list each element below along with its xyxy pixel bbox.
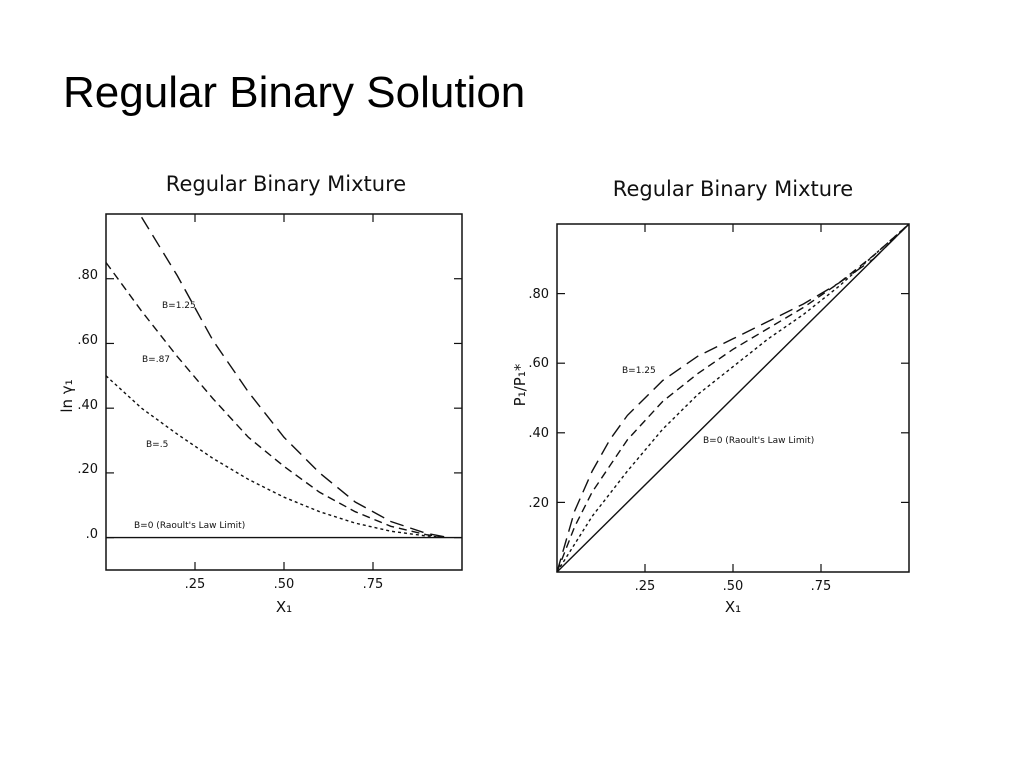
y-tick-label: .80 [77, 268, 98, 283]
y-tick-label: .80 [528, 287, 549, 302]
series-line-1 [105, 262, 445, 538]
annotation-b125: B=1.25 [162, 301, 196, 311]
y-tick-label: .40 [77, 398, 98, 413]
annotation-b0: B=0 (Raoult's Law Limit) [703, 436, 814, 446]
x-tick-label: .50 [274, 577, 295, 592]
y-axis-label: P₁/P₁* [511, 363, 529, 406]
y-tick-label: .40 [528, 426, 549, 441]
x-tick-label: .25 [185, 577, 206, 592]
y-tick-label: .0 [86, 527, 98, 542]
x-tick-label: .75 [811, 579, 832, 594]
y-tick-label: .60 [77, 333, 98, 348]
plot-area [105, 213, 463, 571]
y-axis-label: ln γ₁ [58, 379, 76, 412]
y-tick-label: .60 [528, 356, 549, 371]
axis-ticks [557, 224, 909, 572]
chart-pressure-ratio: Regular Binary Mixture .20 .40 .60 .80 .… [511, 177, 910, 616]
series-lines [556, 223, 910, 573]
chart-title: Regular Binary Mixture [166, 172, 406, 196]
y-tick-label: .20 [77, 462, 98, 477]
x-tick-label: .25 [635, 579, 656, 594]
x-tick-label: .75 [363, 577, 384, 592]
plot-frame [105, 213, 463, 571]
chart-ln-gamma: Regular Binary Mixture .0 .20 .40 .60 .8… [58, 172, 463, 616]
chart-title: Regular Binary Mixture [613, 177, 853, 201]
annotation-b125: B=1.25 [622, 366, 656, 376]
annotation-b0: B=0 (Raoult's Law Limit) [134, 521, 245, 531]
series-lines [105, 216, 462, 539]
y-tick-label: .20 [528, 496, 549, 511]
series-line-0 [141, 216, 445, 538]
series-line-3 [556, 223, 910, 573]
series-line-2 [556, 223, 910, 573]
annotation-b05: B=.5 [146, 440, 168, 450]
annotation-b087: B=.87 [142, 355, 170, 365]
x-axis-label: X₁ [276, 598, 292, 616]
series-line-2 [105, 375, 445, 538]
slide-title: Regular Binary Solution [63, 68, 526, 117]
plot-area [556, 223, 910, 573]
series-line-1 [556, 223, 910, 573]
x-tick-label: .50 [723, 579, 744, 594]
x-axis-label: X₁ [725, 598, 741, 616]
series-line-0 [556, 223, 910, 573]
axis-ticks [106, 214, 462, 570]
